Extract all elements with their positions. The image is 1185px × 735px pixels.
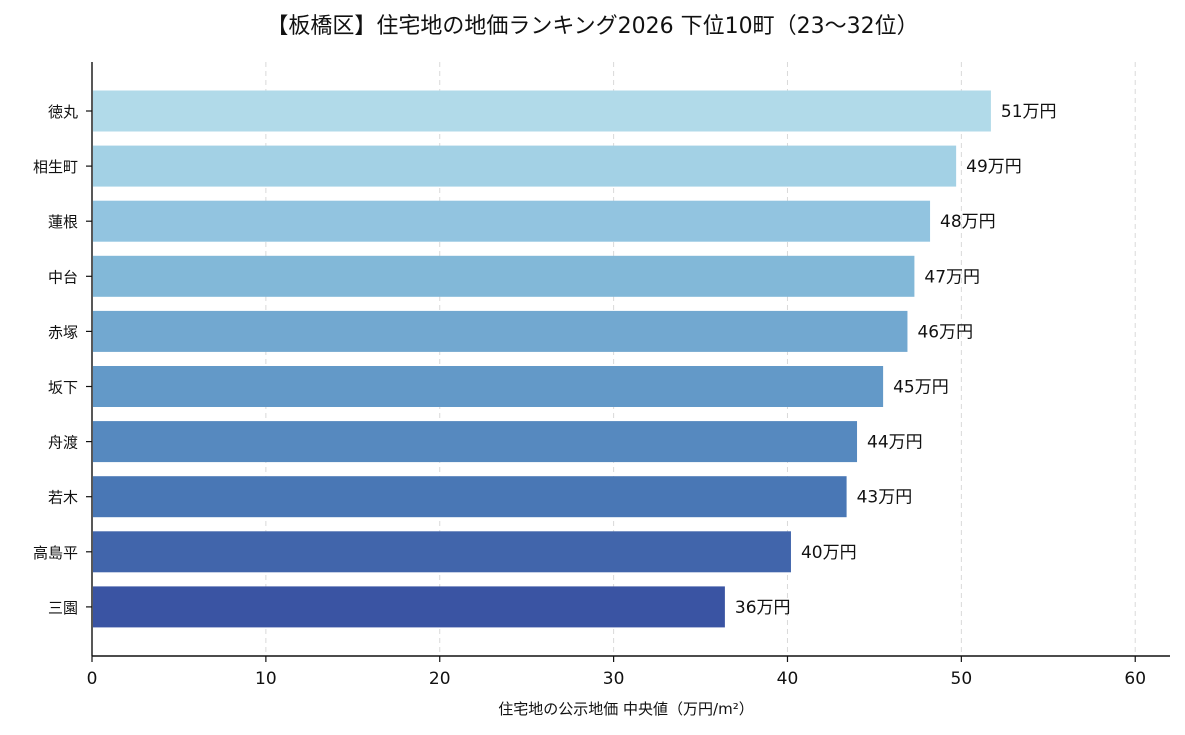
category-label-5: 坂下 [48, 379, 78, 397]
category-label-3: 中台 [48, 268, 78, 286]
x-tick-label-2: 20 [429, 669, 451, 689]
x-tick-label-3: 30 [603, 669, 625, 689]
data-label-2: 48万円 [940, 212, 996, 232]
bar-5 [93, 366, 884, 407]
data-label-5: 45万円 [893, 378, 949, 398]
category-label-6: 舟渡 [48, 434, 78, 452]
x-tick-label-1: 10 [255, 669, 277, 689]
bar-9 [93, 586, 725, 628]
bars [93, 90, 991, 628]
data-labels: 51万円 49万円 48万円 47万円 46万円 45万円 44万円 43万円 40万円 36万円 [735, 102, 1057, 618]
data-label-9: 36万円 [735, 598, 791, 618]
category-label-2: 蓮根 [48, 213, 78, 231]
bar-0 [93, 90, 991, 132]
x-axis-title: 住宅地の公示地価 中央値（万円/m²） [498, 700, 753, 718]
category-label-0: 徳丸 [48, 103, 78, 121]
chart-title: 【板橋区】住宅地の地価ランキング2026 下位10町（23〜32位） [266, 14, 919, 39]
data-label-1: 49万円 [966, 157, 1022, 177]
data-label-8: 40万円 [801, 543, 857, 563]
category-label-1: 相生町 [33, 158, 78, 176]
category-label-8: 高島平 [33, 544, 78, 562]
x-tick-label-6: 60 [1124, 669, 1146, 689]
x-tick-label-4: 40 [777, 669, 799, 689]
data-label-7: 43万円 [857, 488, 913, 508]
bar-6 [93, 421, 858, 463]
data-label-4: 46万円 [917, 322, 973, 342]
x-tick-label-5: 50 [951, 669, 973, 689]
category-label-4: 赤塚 [48, 323, 78, 341]
bar-2 [93, 200, 931, 242]
bar-7 [93, 476, 847, 518]
bar-3 [93, 255, 915, 297]
data-label-3: 47万円 [924, 267, 980, 287]
bar-8 [93, 531, 791, 573]
data-label-6: 44万円 [867, 433, 923, 453]
x-tick-label-0: 0 [87, 669, 98, 689]
bar-4 [93, 310, 908, 352]
bar-1 [93, 145, 957, 187]
category-label-7: 若木 [48, 489, 78, 507]
axes [91, 62, 1170, 657]
category-label-9: 三園 [48, 599, 78, 617]
data-label-0: 51万円 [1001, 102, 1057, 122]
